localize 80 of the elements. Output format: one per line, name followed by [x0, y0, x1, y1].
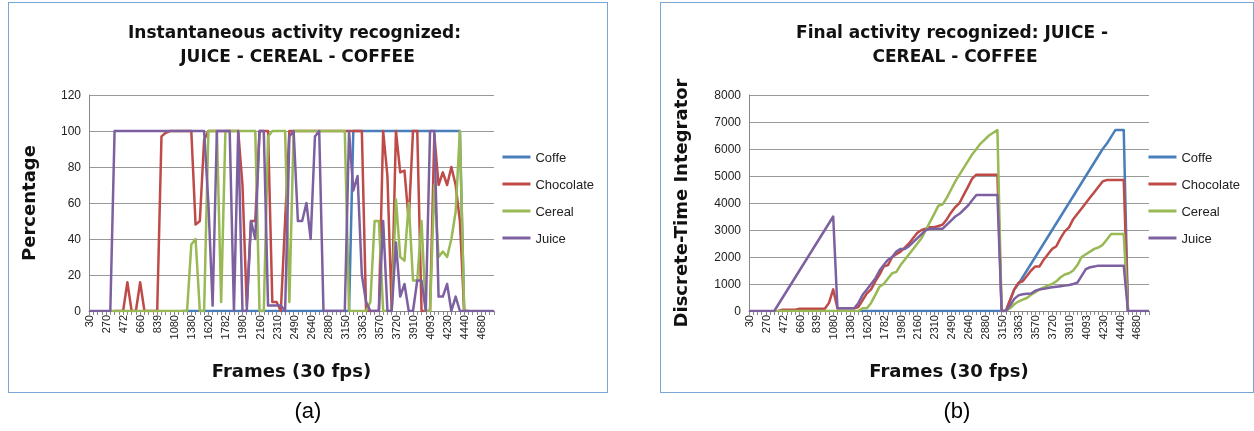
y-tick-label: 7000 [714, 115, 742, 129]
x-tick-label: 660 [134, 315, 147, 334]
y-axis-title: Discrete-Time Integrator [669, 78, 691, 328]
x-tick-label: 2160 [253, 315, 266, 340]
x-tick-label: 2310 [270, 315, 283, 340]
x-tick-label: 3363 [1012, 315, 1025, 340]
y-tick-label: 120 [60, 88, 82, 102]
x-tick-label: 3150 [995, 315, 1008, 340]
x-tick-label: 1380 [844, 315, 857, 340]
x-tick-label: 4093 [1079, 315, 1092, 340]
x-tick-label: 3363 [355, 315, 368, 340]
x-tick-label: 1620 [202, 315, 215, 340]
x-tick-label: 3570 [1029, 315, 1042, 340]
x-tick-label: 1080 [168, 315, 181, 340]
y-tick-label: 8000 [714, 88, 742, 102]
x-tick-label: 3150 [338, 315, 351, 340]
legend-label: Cereal [1181, 203, 1220, 219]
text: (b) [942, 398, 972, 424]
chart-title: Final activity recognized: JUICE - CEREAL - COFFEE [796, 22, 1114, 66]
x-axis-title: Frames (30 fps) [211, 359, 372, 381]
x-tick-label: 839 [810, 315, 823, 334]
x-tick-label: 3570 [372, 315, 385, 340]
x-tick-label: 4230 [1096, 315, 1109, 340]
y-tick-label: 100 [60, 124, 82, 138]
x-tick-label: 30 [743, 315, 755, 328]
x-tick-label: 4680 [1130, 315, 1143, 340]
x-tick-label: 30 [83, 315, 95, 328]
y-tick-label: 20 [67, 268, 82, 282]
legend-label: Chocolate [1181, 176, 1241, 192]
x-tick-label: 2640 [304, 315, 317, 340]
x-tick-label: 472 [776, 315, 789, 334]
x-tick-label: 1080 [827, 315, 840, 340]
x-tick-label: 660 [793, 315, 806, 334]
y-tick-label: 80 [67, 160, 82, 174]
text: (a) [293, 398, 323, 424]
x-tick-label: 2490 [287, 315, 300, 340]
legend-label: Juice [1181, 230, 1212, 246]
x-tick-label: 2310 [928, 315, 941, 340]
x-tick-label: 270 [100, 315, 113, 334]
legend-label: Chocolate [535, 176, 595, 192]
x-tick-label: 2880 [321, 315, 334, 340]
x-tick-label: 3720 [389, 315, 402, 340]
y-tick-label: 4000 [714, 196, 742, 210]
x-tick-label: 4230 [441, 315, 454, 340]
y-tick-label: 5000 [714, 169, 742, 183]
x-tick-label: 1782 [219, 315, 232, 340]
y-tick-label: 40 [67, 232, 82, 246]
x-tick-label: 2490 [945, 315, 958, 340]
y-axis-title: Percentage [17, 145, 39, 261]
y-tick-label: 6000 [714, 142, 742, 156]
x-tick-label: 1620 [860, 315, 873, 340]
x-tick-label: 270 [759, 315, 772, 334]
x-tick-label: 4440 [1113, 315, 1126, 340]
y-tick-label: 2000 [714, 250, 742, 264]
y-tick-label: 60 [67, 196, 82, 210]
x-tick-label: 4680 [475, 315, 488, 340]
x-tick-label: 3910 [407, 315, 419, 340]
x-tick-label: 1380 [185, 315, 198, 340]
x-tick-label: 472 [117, 315, 130, 334]
y-tick-label: 0 [734, 304, 742, 318]
x-tick-label: 2880 [978, 315, 991, 340]
y-tick-label: 3000 [714, 223, 742, 237]
legend-label: Cereal [535, 203, 574, 219]
x-tick-label: 4440 [458, 315, 471, 340]
x-axis-title: Frames (30 fps) [869, 359, 1029, 381]
y-tick-label: 0 [74, 304, 82, 318]
x-tick-label: 1980 [894, 315, 907, 340]
x-tick-label: 3720 [1046, 315, 1059, 340]
x-tick-label: 4093 [424, 315, 437, 340]
legend-label: Coffe [535, 149, 567, 165]
x-tick-label: 2640 [961, 315, 974, 340]
x-tick-label: 3910 [1063, 315, 1075, 340]
x-tick-label: 2160 [911, 315, 924, 340]
chart-title: Instantaneous activity recognized: JUICE - CEREAL - COFFEE [128, 22, 467, 66]
y-tick-label: 1000 [714, 277, 742, 291]
legend-label: Juice [535, 230, 566, 246]
x-tick-label: 1980 [236, 315, 249, 340]
legend-label: Coffe [1181, 149, 1213, 165]
x-tick-label: 1782 [877, 315, 890, 340]
x-tick-label: 839 [151, 315, 164, 334]
